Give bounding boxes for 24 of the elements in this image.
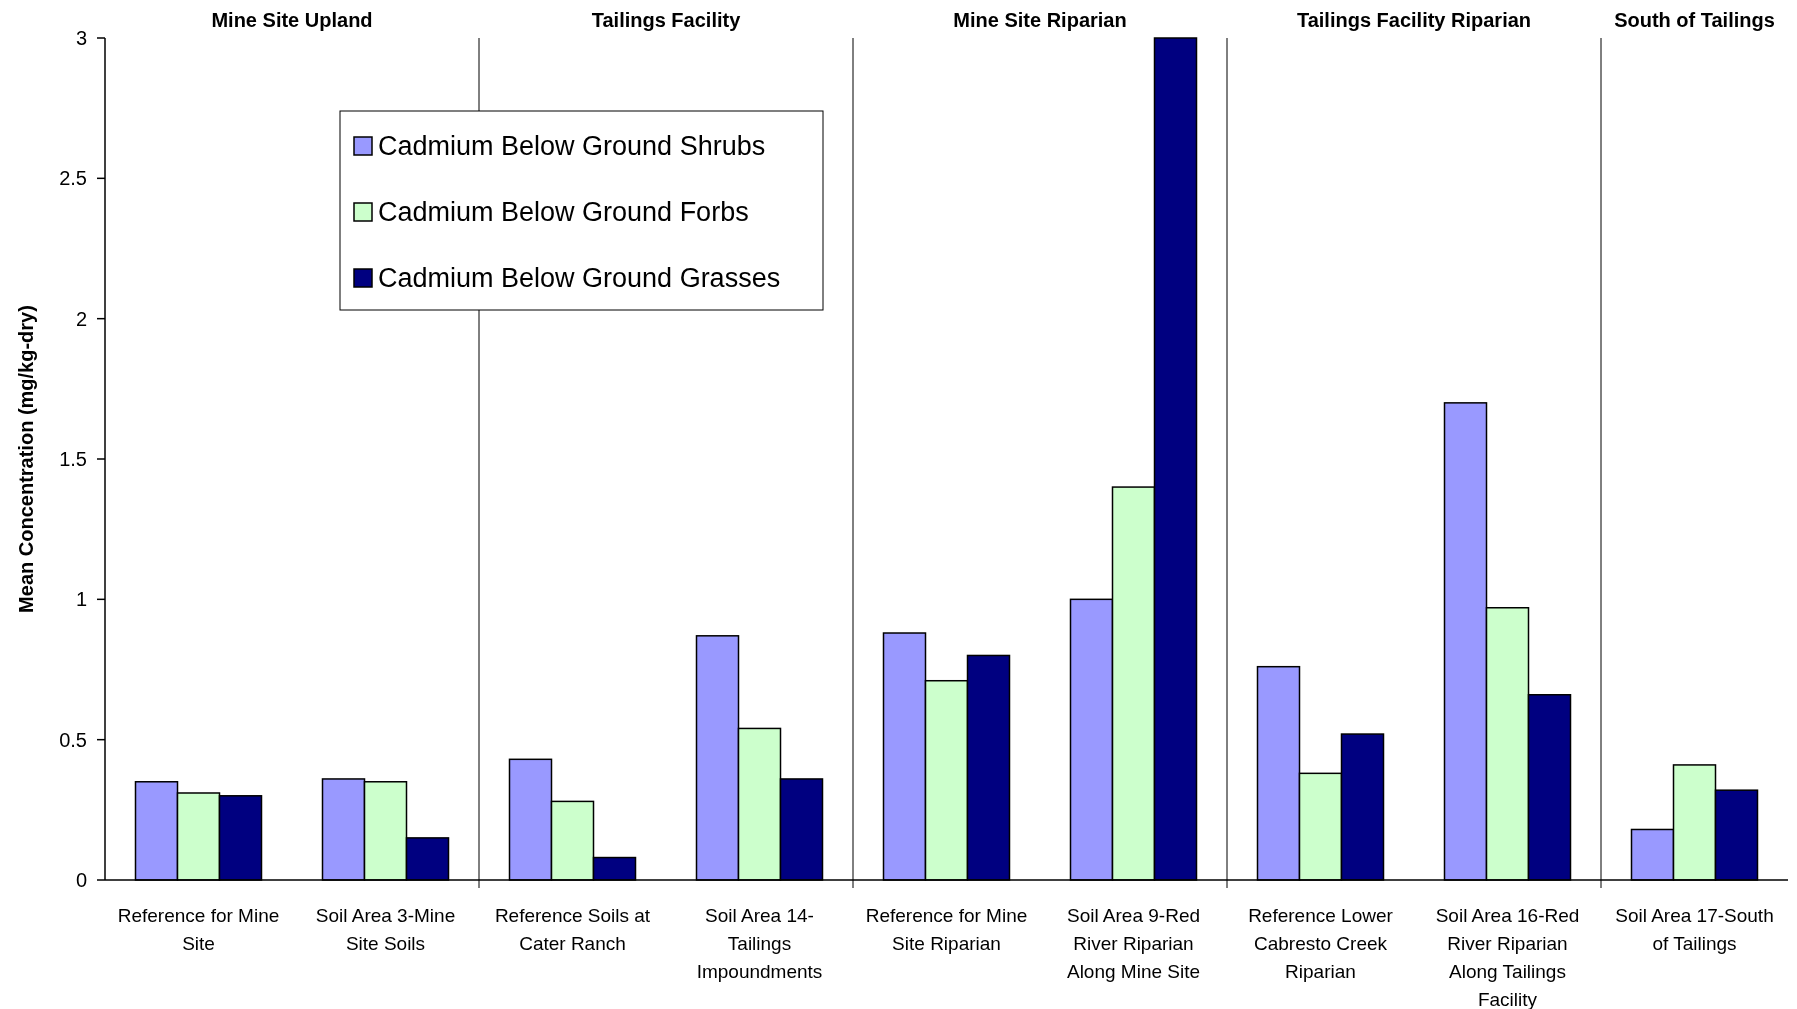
text: Mine Site Upland (211, 9, 373, 31)
x-tick-label: Soil Area 3-Mine Site Soils (315, 905, 456, 954)
x-tick-label: Soil Area 17-South of Tailings (1615, 905, 1774, 954)
text: South of Tailings (1614, 9, 1775, 31)
legend-label: Cadmium Below Ground Shrubs (378, 131, 766, 162)
x-tick-label: Reference Lower Cabresto Creek Riparian (1248, 905, 1394, 982)
x-tick-label: Reference for Mine Site (117, 905, 280, 954)
text: Tailings Facility Riparian (1296, 9, 1532, 31)
text: Mine Site Riparian (953, 9, 1127, 31)
text: Tailings Facility (591, 9, 742, 31)
y-tick-label: 0 (75, 869, 87, 891)
x-tick-label: Reference Soils at Cater Ranch (494, 905, 651, 954)
y-tick-label: 0.5 (59, 728, 87, 751)
y-axis-title: Mean Concentration (mg/kg-dry) (15, 305, 37, 613)
y-tick-label: 2 (75, 307, 87, 330)
y-tick-label: 2.5 (59, 167, 87, 190)
y-tick-label: 1 (75, 588, 87, 611)
y-tick-label: 1.5 (59, 448, 87, 470)
legend-label: Cadmium Below Ground Grasses (378, 263, 781, 294)
legend-label: Cadmium Below Ground Forbs (378, 197, 749, 228)
y-tick-label: 3 (75, 27, 87, 49)
x-tick-label: Reference for Mine Site Riparian (865, 905, 1028, 954)
x-tick-label: Soil Area 9-Red River Riparian Along Mine Site (1066, 905, 1201, 982)
x-tick-label: Soil Area 14-Tailings Impoundments (696, 905, 823, 982)
